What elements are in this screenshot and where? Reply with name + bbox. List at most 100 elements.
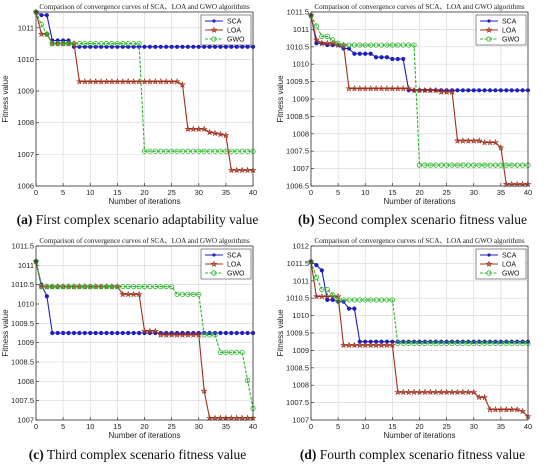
data-point xyxy=(234,349,240,355)
data-point xyxy=(351,42,358,48)
data-point xyxy=(465,340,471,347)
data-point xyxy=(340,42,347,48)
data-point xyxy=(383,341,391,349)
y-tick-label: 1008.5 xyxy=(11,358,34,367)
x-tick-label: 25 xyxy=(167,422,175,431)
data-point xyxy=(55,41,61,47)
data-point xyxy=(86,78,94,85)
data-point xyxy=(388,341,396,349)
data-point xyxy=(460,88,465,93)
data-point xyxy=(147,283,153,290)
data-point xyxy=(481,138,489,146)
legend-marker xyxy=(211,270,217,276)
data-point xyxy=(362,42,368,48)
panel-b: Comparison of convergence curves of SCA、… xyxy=(275,0,550,234)
data-point xyxy=(350,84,358,92)
y-tick-label: 1011.5 xyxy=(287,8,309,17)
data-point xyxy=(234,148,240,154)
data-point xyxy=(71,41,77,47)
data-point xyxy=(108,78,116,85)
y-tick-label: 1006.5 xyxy=(286,182,309,191)
data-point xyxy=(60,283,66,290)
data-point xyxy=(443,88,451,95)
data-point xyxy=(201,148,207,154)
data-point xyxy=(444,340,450,347)
data-point xyxy=(124,78,132,85)
legend-label-gwo: GWO xyxy=(502,37,520,44)
y-tick-label: 1009 xyxy=(292,95,309,104)
legend-label-gwo: GWO xyxy=(227,37,245,44)
data-point xyxy=(124,290,132,298)
x-tick-label: 15 xyxy=(388,188,396,197)
data-point xyxy=(130,78,138,85)
data-point xyxy=(432,388,440,396)
data-point xyxy=(482,340,488,347)
data-point xyxy=(426,86,434,94)
data-point xyxy=(97,77,105,85)
data-point xyxy=(103,283,110,290)
legend-label-loa: LOA xyxy=(502,28,516,35)
data-point xyxy=(471,88,476,93)
data-point xyxy=(113,78,121,85)
data-point xyxy=(98,283,104,290)
data-point xyxy=(508,406,516,413)
y-tick-label: 1011 xyxy=(18,23,34,32)
legend-label-sca: SCA xyxy=(502,253,517,260)
data-point xyxy=(493,88,498,93)
data-point xyxy=(405,388,413,396)
y-tick-label: 1008.5 xyxy=(286,112,309,121)
data-point xyxy=(416,340,423,347)
data-point xyxy=(432,86,440,94)
data-point xyxy=(330,297,335,303)
data-point xyxy=(227,166,235,174)
y-axis-label: Fitness value xyxy=(1,309,10,357)
data-point xyxy=(169,44,174,49)
data-point xyxy=(352,306,357,311)
data-point xyxy=(147,44,153,49)
data-point xyxy=(362,297,368,303)
x-tick-label: 35 xyxy=(497,188,505,197)
data-point xyxy=(324,33,330,39)
data-point xyxy=(223,330,228,336)
data-point xyxy=(508,180,516,188)
data-point xyxy=(329,39,337,47)
data-point xyxy=(437,88,445,95)
data-point xyxy=(191,44,196,49)
data-point xyxy=(120,330,125,336)
data-point xyxy=(471,340,477,347)
data-point xyxy=(378,297,385,303)
legend-label-loa: LOA xyxy=(227,28,241,35)
data-point xyxy=(492,138,499,146)
data-point xyxy=(109,330,115,336)
data-point xyxy=(65,41,72,47)
data-point xyxy=(357,297,363,303)
data-point xyxy=(141,327,148,335)
data-point xyxy=(454,162,461,168)
legend: SCA LOA GWO xyxy=(475,248,527,280)
data-point xyxy=(438,162,444,168)
legend-marker xyxy=(485,26,493,33)
data-point xyxy=(93,41,99,47)
data-point xyxy=(131,41,137,47)
data-point xyxy=(189,125,197,133)
data-point xyxy=(245,44,250,49)
legend-marker xyxy=(210,26,218,33)
data-point xyxy=(427,340,433,347)
data-point xyxy=(421,86,429,94)
data-point xyxy=(87,41,93,47)
data-point xyxy=(373,42,379,48)
legend-marker xyxy=(485,260,493,267)
data-point xyxy=(475,393,483,401)
y-tick-label: 1009.5 xyxy=(286,329,309,338)
data-point xyxy=(179,148,186,154)
data-point xyxy=(389,42,395,48)
data-point xyxy=(481,393,489,401)
data-point xyxy=(169,283,175,290)
x-tick-label: 5 xyxy=(336,422,340,431)
data-point xyxy=(153,44,158,49)
data-point xyxy=(200,125,208,133)
data-point xyxy=(195,331,203,338)
data-point xyxy=(49,283,55,290)
y-tick-label: 1006 xyxy=(17,182,34,191)
data-point xyxy=(471,162,477,168)
